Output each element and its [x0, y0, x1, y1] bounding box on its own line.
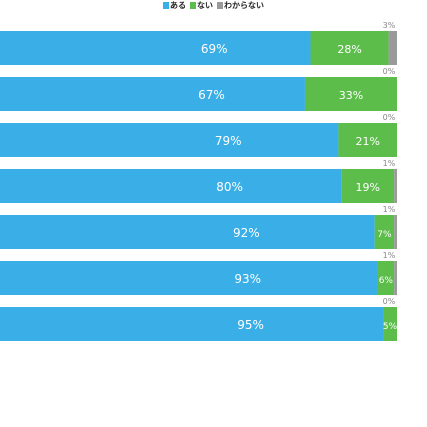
bar-segment [341, 169, 395, 203]
data-label: 0% [383, 297, 396, 306]
data-label: 93% [234, 272, 261, 286]
legend-label: ある [170, 1, 186, 10]
bar-segment [118, 215, 375, 249]
bar-lead [0, 215, 118, 249]
bar-segment [394, 261, 397, 295]
legend-item-1: ない [190, 1, 213, 11]
bar-lead [0, 123, 118, 157]
legend-swatch [217, 2, 223, 9]
data-label: 1% [383, 205, 396, 214]
bar-lead [0, 77, 118, 111]
legend-label: わからない [224, 1, 264, 10]
bar-lead [0, 169, 118, 203]
data-label: 1% [383, 159, 396, 168]
legend-swatch [163, 2, 169, 9]
data-label: 19% [355, 181, 379, 194]
data-label: 67% [198, 88, 225, 102]
bar-segment [394, 215, 397, 249]
data-label: 80% [216, 180, 243, 194]
bar-segment [118, 31, 311, 65]
bar-segment [310, 31, 389, 65]
bar-segment [374, 215, 395, 249]
bar-segment [394, 169, 397, 203]
data-label: 0% [383, 113, 396, 122]
bar-segment [338, 123, 397, 157]
bar-lead [0, 307, 118, 341]
data-label: 21% [355, 135, 379, 148]
data-label: 3% [383, 21, 396, 30]
legend-item-2: わからない [217, 1, 264, 11]
data-label: 79% [215, 134, 242, 148]
bar-segment [383, 307, 397, 341]
bar-segment [118, 77, 305, 111]
data-label: 69% [201, 42, 228, 56]
data-label: 28% [337, 43, 361, 56]
data-label: 6% [379, 276, 394, 286]
bar-lead [0, 31, 118, 65]
data-label: 5% [383, 322, 398, 332]
data-label: 0% [383, 67, 396, 76]
data-label: 33% [339, 89, 363, 102]
bar-segment [377, 261, 395, 295]
bar-segment [118, 261, 378, 295]
legend-label: ない [197, 1, 213, 10]
data-label: 92% [233, 226, 260, 240]
legend-swatch [190, 2, 196, 9]
data-label: 7% [377, 230, 392, 240]
bar-lead [0, 261, 118, 295]
bar-segment [118, 307, 384, 341]
bar-segment [304, 77, 397, 111]
data-label: 95% [237, 318, 264, 332]
legend-item-0: ある [163, 1, 186, 11]
legend: ある ない わからない [0, 1, 427, 11]
bar-segment [388, 31, 397, 65]
bar-segment [118, 169, 342, 203]
data-label: 1% [383, 251, 396, 260]
bar-segment [118, 123, 339, 157]
